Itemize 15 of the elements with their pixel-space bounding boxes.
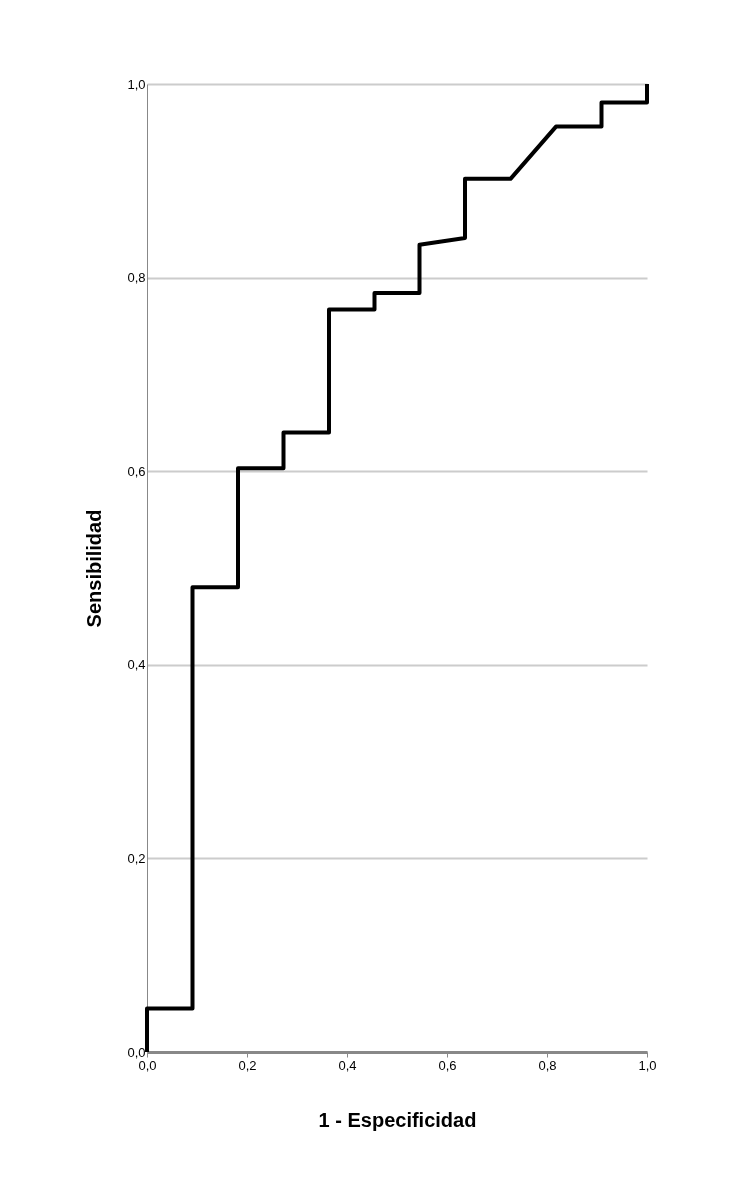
x-tick-label: 1,0 [638,1057,657,1073]
x-tick-label: 0,8 [538,1057,557,1073]
y-tick-label: 0,2 [127,850,146,866]
line-series [145,82,649,1054]
y-tick-label: 0,6 [127,463,146,479]
y-tick-label: 0,8 [127,270,146,286]
y-tick-label: 1,0 [127,76,146,92]
x-axis-title: 1 - Especificidad [318,1108,477,1131]
x-tick-label: 0,6 [438,1057,457,1073]
y-tick-label: 0,4 [127,657,146,673]
y-axis-title: Sensibilidad [83,509,106,628]
x-tick-label: 0,0 [138,1057,157,1073]
x-tick-label: 0,2 [238,1057,257,1073]
x-tick-label: 0,4 [338,1057,357,1073]
y-tick-label: 0,0 [127,1044,146,1060]
